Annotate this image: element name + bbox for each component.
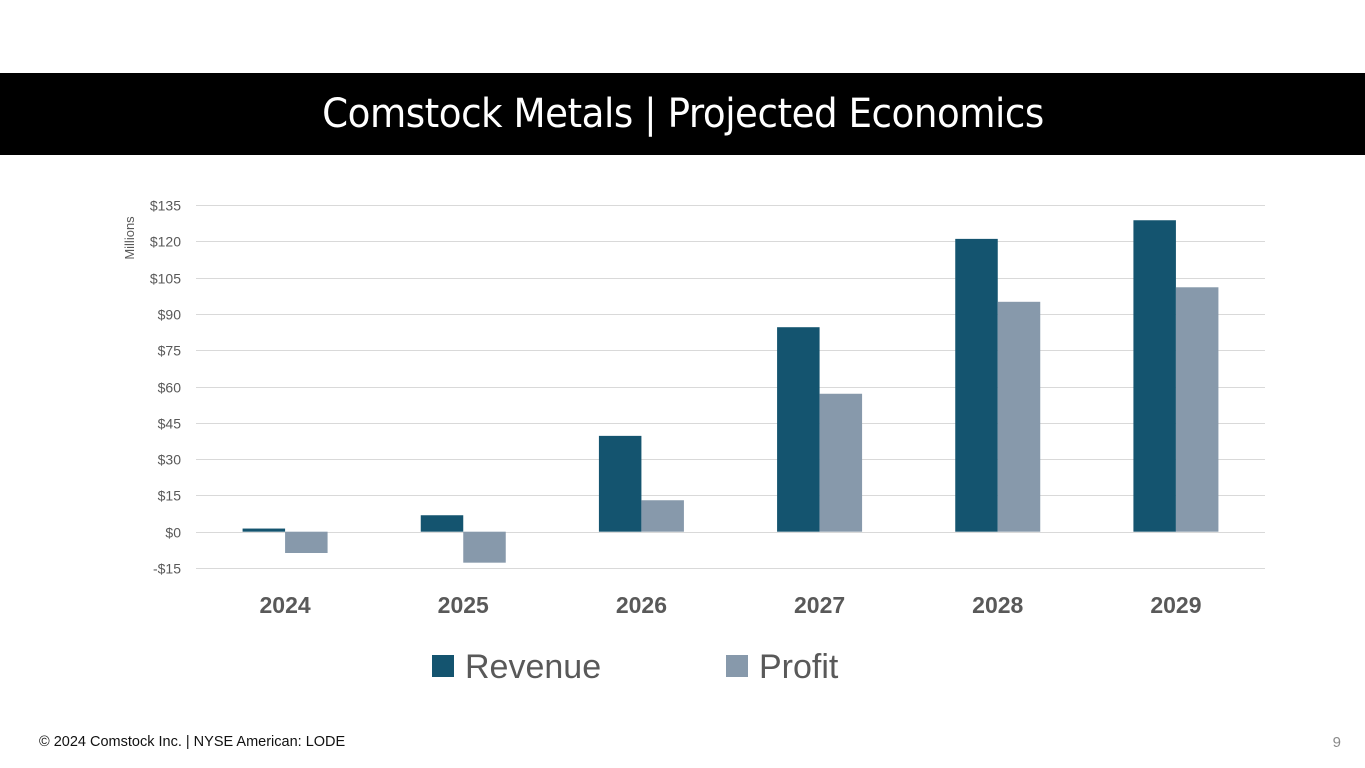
x-tick-label: 2029 (1150, 592, 1201, 618)
x-tick-label: 2027 (794, 592, 845, 618)
bar-revenue-2028 (955, 238, 998, 532)
y-tick-label: $75 (158, 343, 182, 359)
y-axis-ticks: -$15 $0 $15 $30 $45 $60 $75 $90 $105 $120 $135 (150, 198, 181, 577)
legend-swatch-revenue (432, 655, 454, 677)
bar-profit-2029 (1175, 287, 1219, 532)
bars (242, 220, 1219, 563)
bar-revenue-2024 (242, 528, 286, 532)
bar-profit-2028 (997, 301, 1041, 532)
y-tick-label: -$15 (153, 561, 181, 577)
y-tick-label: $30 (158, 452, 182, 468)
bar-profit-2025 (463, 531, 506, 563)
x-axis-ticks: 2024 2025 2026 2027 2028 2029 (259, 592, 1201, 618)
y-tick-label: $105 (150, 271, 181, 287)
legend-label-revenue: Revenue (465, 648, 601, 686)
y-tick-label: $60 (158, 380, 182, 396)
bar-profit-2024 (285, 531, 328, 553)
bar-revenue-2027 (777, 327, 820, 532)
y-tick-label: $90 (158, 307, 182, 323)
y-tick-label: $0 (165, 525, 181, 541)
bar-revenue-2029 (1133, 220, 1176, 532)
y-tick-label: $120 (150, 234, 181, 250)
bar-profit-2026 (641, 500, 684, 532)
legend: Revenue Profit (432, 648, 839, 686)
legend-swatch-profit (726, 655, 748, 677)
y-tick-label: $135 (150, 198, 181, 214)
title-bar: Comstock Metals | Projected Economics (0, 73, 1365, 155)
legend-label-profit: Profit (759, 648, 839, 686)
bar-revenue-2025 (420, 515, 464, 532)
x-tick-label: 2024 (259, 592, 310, 618)
y-axis-label: Millions (122, 216, 137, 260)
bar-profit-2027 (819, 393, 863, 532)
gridlines (196, 205, 1265, 569)
y-tick-label: $45 (158, 416, 182, 432)
y-tick-label: $15 (158, 488, 182, 504)
x-tick-label: 2028 (972, 592, 1023, 618)
footer-copyright: © 2024 Comstock Inc. | NYSE American: LO… (39, 734, 346, 750)
x-tick-label: 2025 (438, 592, 489, 618)
slide-title: Comstock Metals | Projected Economics (321, 91, 1044, 137)
page-number: 9 (1332, 734, 1341, 751)
x-tick-label: 2026 (616, 592, 667, 618)
bar-revenue-2026 (598, 435, 642, 532)
